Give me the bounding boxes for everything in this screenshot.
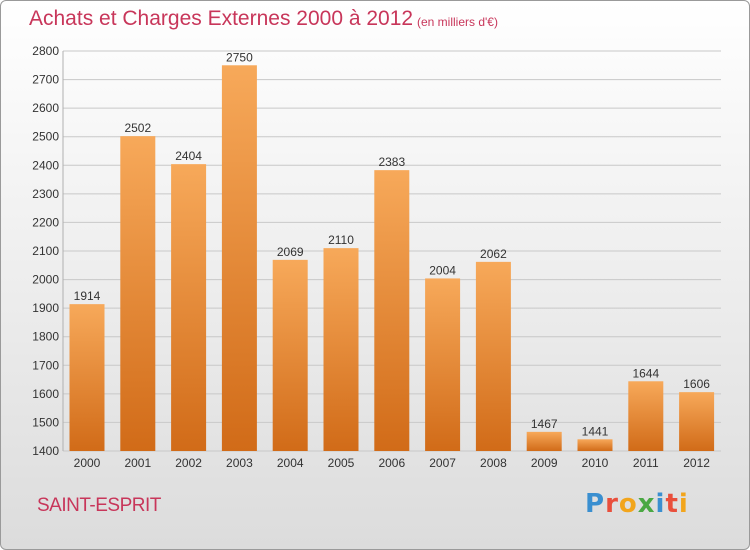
data-label: 1914: [74, 289, 101, 303]
data-label: 1467: [531, 417, 558, 431]
y-tick-label: 1400: [32, 444, 59, 458]
y-tick-label: 1900: [32, 301, 59, 315]
x-tick-label: 2006: [378, 456, 405, 470]
chart-title: Achats et Charges Externes 2000 à 2012: [29, 7, 414, 30]
x-tick-label: 2000: [74, 456, 101, 470]
y-tick-label: 2100: [32, 244, 59, 258]
bar-2007: [425, 278, 461, 451]
bar-2010: [577, 439, 613, 451]
x-tick-label: 2009: [531, 456, 558, 470]
commune-name: SAINT-ESPRIT: [37, 495, 161, 516]
logo-letter: i: [655, 489, 666, 519]
bar-2003: [221, 65, 257, 452]
logo-letter: P: [585, 489, 606, 519]
x-tick-label: 2001: [124, 456, 151, 470]
bar-2001: [120, 136, 156, 451]
bar-2002: [171, 164, 207, 451]
data-label: 2110: [328, 233, 354, 247]
x-axis-ticks: 2000 2001 2002 2003 2004 2005 2006 2007 2008 2009…: [74, 456, 711, 470]
logo-letter: r: [605, 489, 619, 519]
logo-letter: o: [618, 489, 638, 519]
y-axis-ticks: 1400 1500 1600 1700 1800 1900 2000 2100 2200 2300…: [32, 44, 59, 458]
logo-letter: x: [637, 489, 656, 519]
y-tick-label: 1800: [32, 330, 59, 344]
data-label: 2062: [480, 247, 507, 261]
x-tick-label: 2003: [226, 456, 253, 470]
logo-letter: i: [678, 489, 689, 519]
x-tick-label: 2007: [429, 456, 456, 470]
y-tick-label: 1600: [32, 387, 59, 401]
y-tick-label: 2700: [32, 73, 59, 87]
y-tick-label: 2600: [32, 101, 59, 115]
y-tick-label: 2800: [32, 44, 59, 58]
x-tick-label: 2002: [175, 456, 202, 470]
data-label: 2383: [378, 155, 405, 169]
y-tick-label: 2500: [32, 130, 59, 144]
bar-2009: [526, 431, 562, 451]
bar-2006: [374, 170, 410, 451]
y-tick-label: 2200: [32, 215, 59, 229]
y-tick-label: 1500: [32, 415, 59, 429]
data-label: 2502: [124, 121, 151, 135]
y-tick-label: 2000: [32, 273, 59, 287]
bar-2012: [679, 392, 715, 451]
data-label: 1606: [683, 377, 710, 391]
chart-subtitle: (en milliers d'€): [417, 15, 498, 29]
data-label: 1644: [632, 366, 659, 380]
data-labels: 1914 2502 2404 2750 2069 2110 2383 2004 2062 1467…: [74, 50, 711, 438]
x-tick-label: 2004: [277, 456, 304, 470]
x-tick-label: 2008: [480, 456, 507, 470]
x-tick-label: 2010: [582, 456, 609, 470]
bars: [69, 65, 715, 452]
data-label: 2404: [175, 149, 202, 163]
logo-letter: t: [665, 489, 679, 519]
proxiti-logo[interactable]: Proxiti: [585, 489, 689, 519]
bar-2000: [69, 304, 105, 451]
y-tick-label: 2300: [32, 187, 59, 201]
data-label: 1441: [582, 424, 609, 438]
bar-2005: [323, 248, 359, 451]
x-tick-label: 2012: [683, 456, 710, 470]
bar-2011: [628, 381, 664, 451]
data-label: 2750: [226, 50, 253, 64]
data-label: 2069: [277, 245, 304, 259]
bar-2004: [272, 259, 308, 451]
bar-2008: [475, 261, 511, 451]
data-label: 2004: [429, 263, 456, 277]
x-tick-label: 2011: [633, 456, 659, 470]
x-tick-label: 2005: [328, 456, 355, 470]
y-tick-label: 2400: [32, 158, 59, 172]
y-tick-label: 1700: [32, 358, 59, 372]
